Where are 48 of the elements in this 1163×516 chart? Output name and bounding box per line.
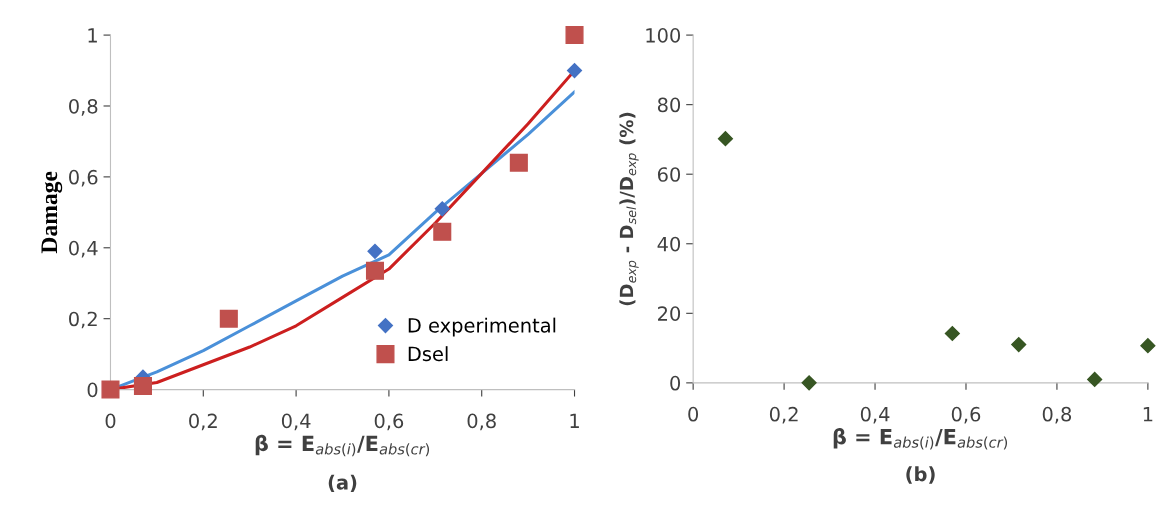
text: (a) [328,474,357,492]
x-tick-label: 0,4 [860,406,890,424]
point [566,62,583,79]
y-tick-label: 0 [87,382,98,398]
x-tick-label: 0,8 [467,413,496,431]
point [717,131,734,147]
x-tick-label: 0,6 [951,406,981,424]
x-tick-label: 0,2 [769,406,798,424]
point [434,201,450,217]
legend-label: Dsel [408,346,448,362]
y-tick-label: 80 [657,97,681,113]
point [367,243,383,259]
point [133,377,152,396]
x-tick-label: 0 [688,406,699,422]
point [801,375,817,391]
y-tick-label: 20 [658,306,681,321]
y-tick-label: 40 [657,236,681,252]
point [1140,338,1156,354]
x-tick-label: 0,6 [374,413,404,431]
point [944,325,960,342]
y-tick-label: 0,8 [69,98,98,116]
point [219,309,238,328]
x-axis-title: β = E$_{abs(i)}$/E$_{abs(cr)}$ [255,434,430,457]
point [509,153,528,172]
x-tick-label: 0,8 [1042,406,1072,424]
point [1087,371,1103,387]
x-tick-label: 0,4 [281,413,311,431]
point [433,222,452,241]
x-tick-label: 1 [570,413,579,428]
point [565,26,584,45]
x-axis-title: β = E$_{abs(i)}$/E$_{abs(cr)}$ [833,428,1008,450]
point [365,261,385,280]
y-tick-label: 60 [657,167,681,182]
x-tick-label: 0 [105,413,116,429]
y-tick-label: 100 [646,28,681,43]
legend-label: D experimental [408,317,556,337]
y-axis-title: Damage [41,171,63,254]
y-tick-label: 0,6 [69,169,98,187]
text: (b) [906,466,935,484]
x-tick-label: 1 [1143,407,1153,422]
y-axis-title: (D$_{exp}$ - D$_{sel}$)/D$_{exp}$ (%) [619,112,639,306]
y-tick-label: 0,2 [69,311,97,329]
y-tick-label: 1 [88,28,97,43]
y-tick-label: 0 [670,375,681,391]
x-tick-label: 0,2 [189,413,217,431]
y-tick-label: 0,4 [69,240,98,258]
point [101,380,120,399]
point [1011,337,1027,353]
